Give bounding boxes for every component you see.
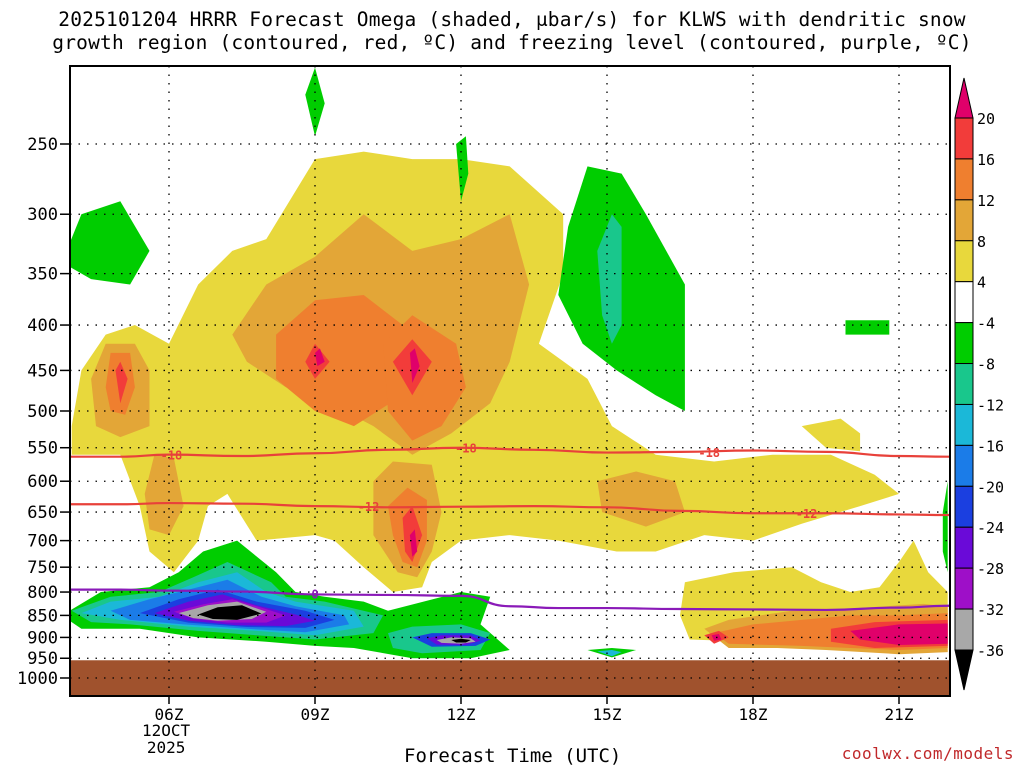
omega-magenta-c [409, 529, 418, 557]
y-tick-label: 600 [27, 472, 58, 492]
y-tick-label: 300 [27, 205, 58, 225]
omega-green-d [845, 320, 890, 335]
colorbar-label: -24 [977, 519, 1004, 537]
colorbar-swatch [954, 485, 974, 528]
omega-darkorange-a [276, 295, 413, 427]
colorbar-swatch [954, 322, 974, 365]
colorbar-label: -12 [977, 396, 1004, 414]
date-label-day: 12OCT [142, 721, 191, 740]
colorbar-label: -36 [977, 642, 1004, 660]
contour-lines: -18 -18 -18 -12 -12 0 [70, 442, 950, 612]
y-tick-label: 850 [27, 606, 58, 626]
credit-link[interactable]: coolwx.com/models [841, 744, 1014, 763]
omega-green-right-edge [942, 481, 948, 573]
plot-frame [69, 65, 951, 697]
omega-green-c [456, 136, 469, 202]
x-axis-label: Forecast Time (UTC) [404, 745, 622, 767]
colorbar-label: 20 [977, 110, 995, 128]
omega-black-b [451, 638, 471, 643]
colorbar-label: -20 [977, 478, 1004, 496]
omega-magenta-b [409, 348, 420, 383]
omega-orange-d [597, 471, 685, 527]
colorbar-swatch [954, 363, 974, 405]
colorbar-label: -28 [977, 560, 1004, 578]
x-tick-label: 18Z [739, 705, 768, 724]
omega-black-a [198, 605, 262, 620]
contour-label: -18 [698, 446, 720, 460]
omega-cyan-a [597, 650, 622, 657]
contour-label: -18 [455, 442, 477, 456]
y-tick-label: 450 [27, 361, 58, 381]
y-tick-label: 700 [27, 532, 58, 552]
omega-shading [70, 67, 950, 696]
colorbar-swatch [954, 526, 974, 569]
colorbar-label: 8 [977, 233, 986, 251]
colorbar-swatch [954, 444, 974, 487]
y-tick-label: 800 [27, 583, 58, 603]
omega-magenta-e [850, 623, 948, 645]
y-tick-label: 950 [27, 649, 58, 669]
omega-red-d [115, 361, 128, 404]
contour-label: -12 [796, 507, 818, 521]
contour-label: 0 [311, 587, 318, 601]
freezing-level-contour-0 [70, 588, 950, 612]
y-tick-label: 1000 [17, 669, 58, 689]
omega-green-b [305, 67, 325, 137]
omega-yellow-patch [801, 418, 861, 452]
y-tick-label: 650 [27, 503, 58, 523]
y-tick-label: 400 [27, 316, 58, 336]
omega-orange-c [144, 454, 184, 536]
colorbar-swatch [954, 240, 974, 283]
y-tick-label: 350 [27, 265, 58, 285]
colorbar-top-tip [954, 77, 974, 119]
colorbar-swatch [954, 117, 974, 160]
colorbar-swatch [954, 199, 974, 242]
grid-lines [70, 66, 950, 696]
chart-title: 2025101204 HRRR Forecast Omega (shaded, … [0, 8, 1024, 54]
omega-green-a [70, 201, 150, 285]
x-tick-label: 12Z [447, 705, 476, 724]
colorbar-swatch [954, 608, 974, 651]
ground-surface [70, 660, 950, 696]
colorbar-swatch [954, 567, 974, 610]
colorbar-label: 12 [977, 192, 995, 210]
x-axis: 06Z 09Z 12Z 15Z 18Z 21Z [155, 696, 914, 724]
colorbar-swatch [954, 281, 974, 324]
x-tick-label: 15Z [593, 705, 622, 724]
x-tick-label: 21Z [885, 705, 914, 724]
colorbar-label: -4 [977, 315, 995, 333]
y-tick-label: 250 [27, 135, 58, 155]
colorbar-label: -16 [977, 437, 1004, 455]
colorbar-bottom-tip [954, 649, 974, 691]
colorbar-label: -32 [977, 601, 1004, 619]
x-tick-label: 06Z [155, 705, 184, 724]
omega-magenta-a [315, 348, 325, 367]
colorbar-swatch [954, 403, 974, 446]
y-tick-label: 500 [27, 402, 58, 422]
y-tick-label: 550 [27, 439, 58, 459]
title-line-2: growth region (contoured, red, ºC) and f… [52, 31, 972, 54]
colorbar-swatch [954, 158, 974, 201]
colorbar-label: -8 [977, 356, 995, 374]
y-tick-label: 750 [27, 558, 58, 578]
date-label: 12OCT 2025 [142, 722, 190, 756]
y-tick-label: 900 [27, 628, 58, 648]
x-tick-label: 09Z [301, 705, 330, 724]
omega-teal-a [597, 214, 622, 344]
omega-darkorange-b [383, 315, 466, 441]
dendritic-contour--12 [70, 501, 950, 517]
title-line-1: 2025101204 HRRR Forecast Omega (shaded, … [58, 8, 966, 31]
date-label-year: 2025 [146, 738, 186, 757]
dendritic-contour--18 [70, 446, 950, 458]
colorbar-label: 16 [977, 151, 995, 169]
y-axis: 2503003504004505005506006507007508008509… [17, 135, 70, 689]
contour-label: -12 [358, 500, 380, 514]
colorbar: 20 16 12 8 4 -4 -8 -12 -16 -20 -24 -28 -32 -36 [954, 77, 1004, 691]
colorbar-label: 4 [977, 274, 986, 292]
contour-label: -18 [161, 449, 183, 463]
